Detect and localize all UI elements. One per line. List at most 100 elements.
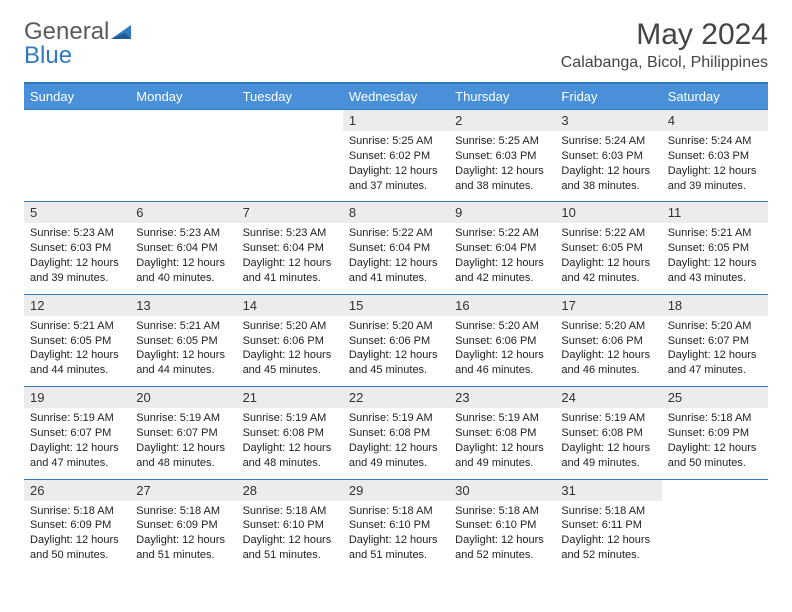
calendar-cell: 1Sunrise: 5:25 AMSunset: 6:02 PMDaylight… <box>343 110 449 201</box>
day-header-wednesday: Wednesday <box>343 84 449 109</box>
cell-line: Sunrise: 5:24 AM <box>561 134 655 149</box>
cell-date: 1 <box>343 110 449 131</box>
cell-body: Sunrise: 5:25 AMSunset: 6:03 PMDaylight:… <box>449 131 555 201</box>
cell-line: Daylight: 12 hours <box>243 533 337 548</box>
cell-body: Sunrise: 5:19 AMSunset: 6:08 PMDaylight:… <box>343 408 449 478</box>
cell-line: Sunset: 6:03 PM <box>668 149 762 164</box>
cell-line: Sunset: 6:06 PM <box>561 334 655 349</box>
location-text: Calabanga, Bicol, Philippines <box>561 54 768 72</box>
cell-body: Sunrise: 5:23 AMSunset: 6:04 PMDaylight:… <box>237 223 343 293</box>
cell-line: Sunset: 6:05 PM <box>668 241 762 256</box>
cell-line: Sunset: 6:06 PM <box>243 334 337 349</box>
calendar-cell: 31Sunrise: 5:18 AMSunset: 6:11 PMDayligh… <box>555 480 661 571</box>
cell-body: Sunrise: 5:22 AMSunset: 6:04 PMDaylight:… <box>343 223 449 293</box>
cell-line: Sunrise: 5:18 AM <box>455 504 549 519</box>
cell-date: 23 <box>449 387 555 408</box>
cell-line: Daylight: 12 hours <box>349 533 443 548</box>
cell-line: Daylight: 12 hours <box>349 441 443 456</box>
calendar-cell: 4Sunrise: 5:24 AMSunset: 6:03 PMDaylight… <box>662 110 768 201</box>
cell-line: and 49 minutes. <box>561 456 655 471</box>
cell-line: Sunrise: 5:18 AM <box>561 504 655 519</box>
cell-line: and 42 minutes. <box>455 271 549 286</box>
calendar-cell: 28Sunrise: 5:18 AMSunset: 6:10 PMDayligh… <box>237 480 343 571</box>
cell-body: Sunrise: 5:18 AMSunset: 6:10 PMDaylight:… <box>343 501 449 571</box>
cell-body: Sunrise: 5:18 AMSunset: 6:11 PMDaylight:… <box>555 501 661 571</box>
cell-date: 16 <box>449 295 555 316</box>
brand-part2: Blue <box>24 42 72 70</box>
cell-line: Sunset: 6:06 PM <box>349 334 443 349</box>
cell-line: Daylight: 12 hours <box>455 164 549 179</box>
cell-body <box>662 486 768 548</box>
cell-line: and 46 minutes. <box>455 363 549 378</box>
cell-line: Daylight: 12 hours <box>561 348 655 363</box>
cell-line: Sunset: 6:09 PM <box>136 518 230 533</box>
cell-date: 31 <box>555 480 661 501</box>
cell-line: Sunrise: 5:22 AM <box>455 226 549 241</box>
cell-body: Sunrise: 5:20 AMSunset: 6:06 PMDaylight:… <box>449 316 555 386</box>
cell-line: Sunset: 6:04 PM <box>455 241 549 256</box>
weeks-container: 1Sunrise: 5:25 AMSunset: 6:02 PMDaylight… <box>24 109 768 571</box>
cell-line: and 41 minutes. <box>243 271 337 286</box>
cell-body: Sunrise: 5:18 AMSunset: 6:10 PMDaylight:… <box>237 501 343 571</box>
cell-line: Sunset: 6:07 PM <box>30 426 124 441</box>
cell-date: 25 <box>662 387 768 408</box>
cell-body: Sunrise: 5:19 AMSunset: 6:08 PMDaylight:… <box>555 408 661 478</box>
day-header-thursday: Thursday <box>449 84 555 109</box>
header: General May 2024 Calabanga, Bicol, Phili… <box>24 18 768 72</box>
cell-line: Daylight: 12 hours <box>136 256 230 271</box>
cell-line: Daylight: 12 hours <box>30 256 124 271</box>
cell-line: Sunrise: 5:22 AM <box>561 226 655 241</box>
cell-line: Sunset: 6:06 PM <box>455 334 549 349</box>
cell-line: Sunrise: 5:19 AM <box>136 411 230 426</box>
cell-line: Daylight: 12 hours <box>30 348 124 363</box>
cell-body: Sunrise: 5:18 AMSunset: 6:09 PMDaylight:… <box>662 408 768 478</box>
cell-line: and 45 minutes. <box>349 363 443 378</box>
calendar-cell: 7Sunrise: 5:23 AMSunset: 6:04 PMDaylight… <box>237 202 343 293</box>
day-header-saturday: Saturday <box>662 84 768 109</box>
cell-body <box>130 116 236 178</box>
week-row: 19Sunrise: 5:19 AMSunset: 6:07 PMDayligh… <box>24 386 768 478</box>
cell-line: Sunset: 6:02 PM <box>349 149 443 164</box>
cell-line: and 44 minutes. <box>136 363 230 378</box>
cell-line: Sunrise: 5:18 AM <box>30 504 124 519</box>
logo-triangle-icon <box>111 23 133 41</box>
cell-line: Sunset: 6:04 PM <box>243 241 337 256</box>
cell-line: Sunrise: 5:18 AM <box>243 504 337 519</box>
cell-line: and 38 minutes. <box>455 179 549 194</box>
cell-line: and 46 minutes. <box>561 363 655 378</box>
cell-body: Sunrise: 5:23 AMSunset: 6:04 PMDaylight:… <box>130 223 236 293</box>
cell-body: Sunrise: 5:19 AMSunset: 6:08 PMDaylight:… <box>449 408 555 478</box>
cell-date: 29 <box>343 480 449 501</box>
cell-line: Sunset: 6:05 PM <box>136 334 230 349</box>
day-header-monday: Monday <box>130 84 236 109</box>
cell-date: 5 <box>24 202 130 223</box>
calendar-cell: 3Sunrise: 5:24 AMSunset: 6:03 PMDaylight… <box>555 110 661 201</box>
calendar-cell <box>237 110 343 201</box>
cell-line: and 51 minutes. <box>349 548 443 563</box>
day-header-tuesday: Tuesday <box>237 84 343 109</box>
cell-line: Daylight: 12 hours <box>136 348 230 363</box>
cell-line: Sunrise: 5:21 AM <box>668 226 762 241</box>
cell-line: Daylight: 12 hours <box>455 348 549 363</box>
cell-body: Sunrise: 5:22 AMSunset: 6:04 PMDaylight:… <box>449 223 555 293</box>
cell-line: and 39 minutes. <box>668 179 762 194</box>
calendar-cell: 23Sunrise: 5:19 AMSunset: 6:08 PMDayligh… <box>449 387 555 478</box>
calendar-cell: 21Sunrise: 5:19 AMSunset: 6:08 PMDayligh… <box>237 387 343 478</box>
cell-line: Daylight: 12 hours <box>455 533 549 548</box>
cell-line: Sunset: 6:10 PM <box>349 518 443 533</box>
cell-line: Sunrise: 5:19 AM <box>455 411 549 426</box>
cell-date: 9 <box>449 202 555 223</box>
cell-line: Daylight: 12 hours <box>243 441 337 456</box>
calendar-cell: 2Sunrise: 5:25 AMSunset: 6:03 PMDaylight… <box>449 110 555 201</box>
cell-line: and 52 minutes. <box>455 548 549 563</box>
cell-line: Sunset: 6:08 PM <box>243 426 337 441</box>
cell-line: and 47 minutes. <box>668 363 762 378</box>
cell-date: 17 <box>555 295 661 316</box>
cell-date: 18 <box>662 295 768 316</box>
cell-date: 11 <box>662 202 768 223</box>
cell-body <box>237 116 343 178</box>
calendar-cell: 29Sunrise: 5:18 AMSunset: 6:10 PMDayligh… <box>343 480 449 571</box>
cell-line: Sunset: 6:05 PM <box>30 334 124 349</box>
cell-body: Sunrise: 5:23 AMSunset: 6:03 PMDaylight:… <box>24 223 130 293</box>
calendar-cell: 11Sunrise: 5:21 AMSunset: 6:05 PMDayligh… <box>662 202 768 293</box>
